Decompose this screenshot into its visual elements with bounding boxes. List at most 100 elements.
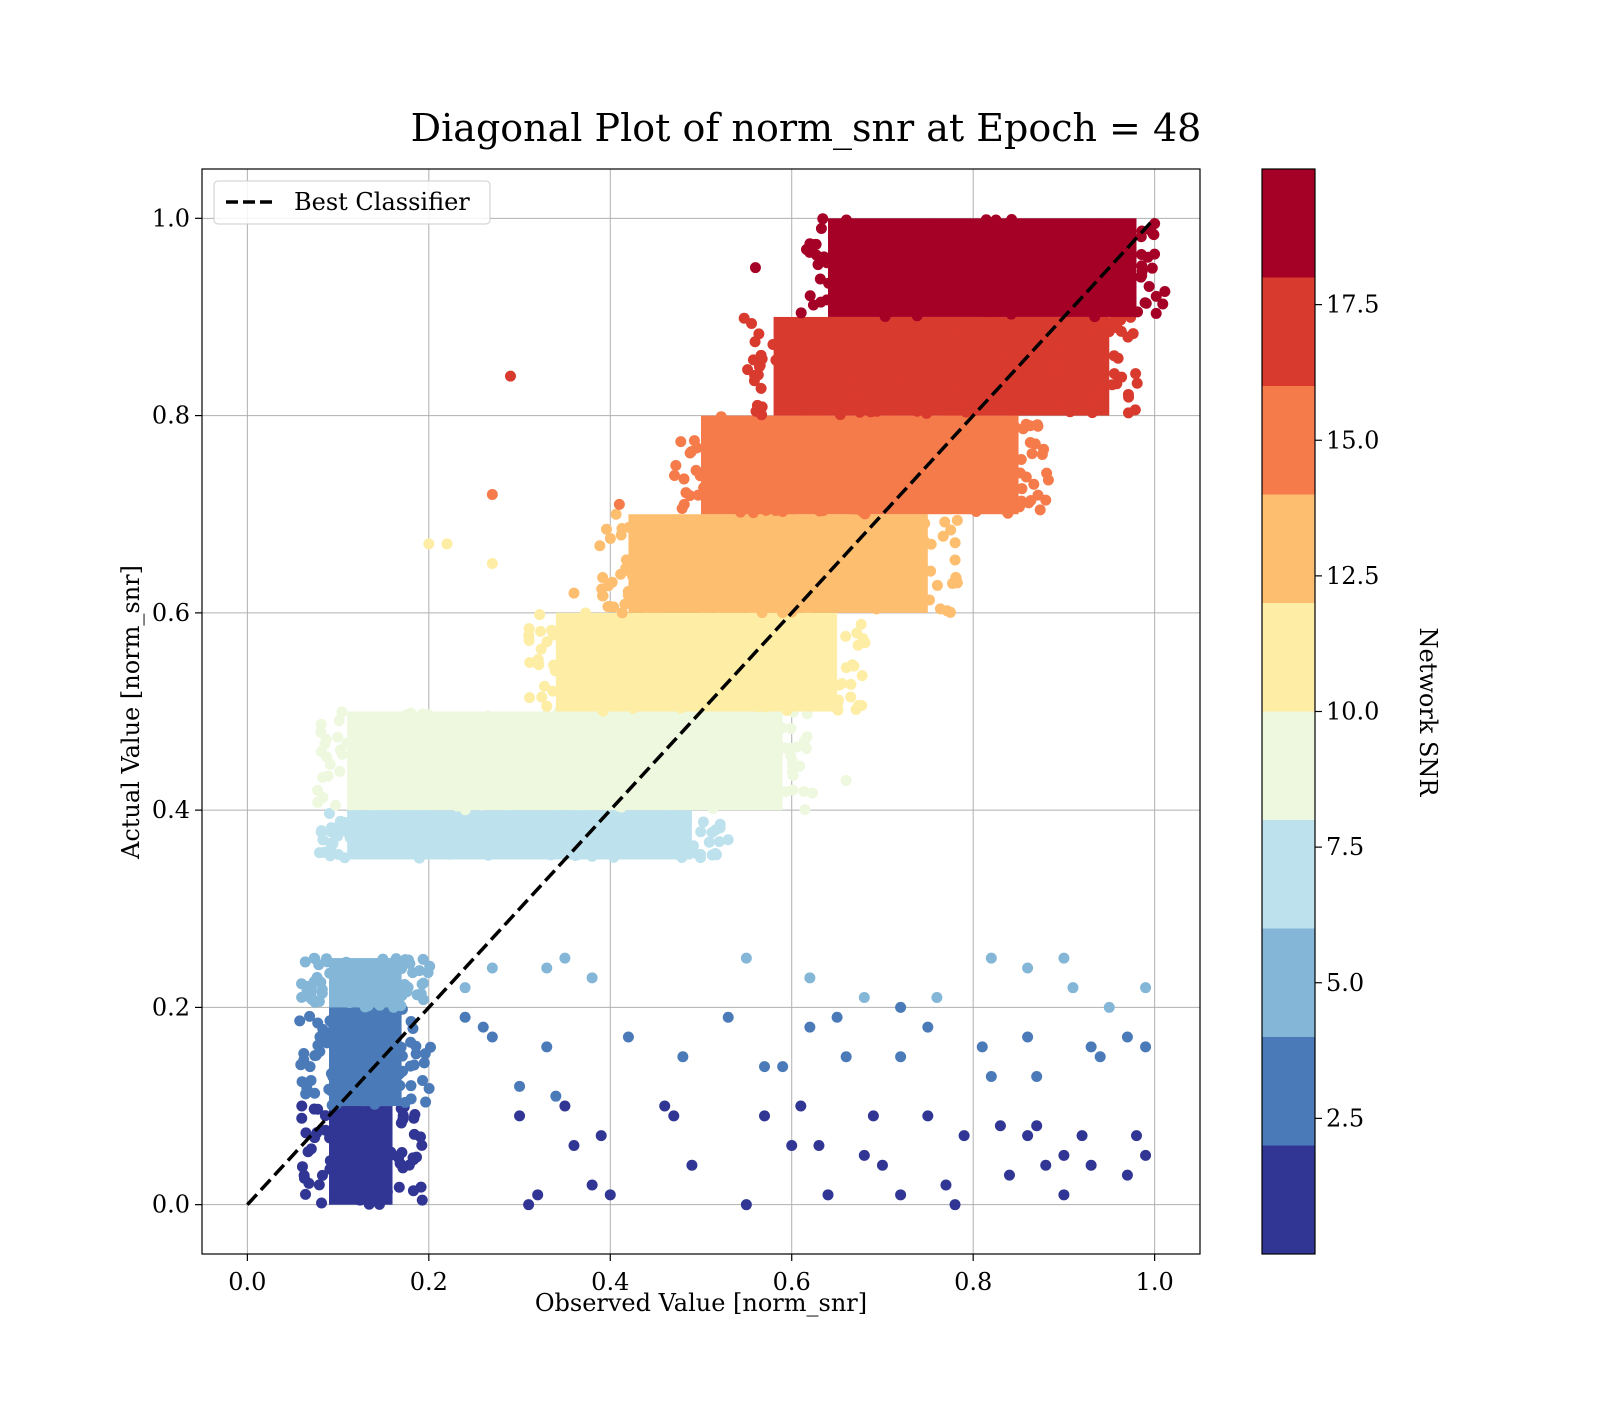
scatter-point [798, 785, 810, 797]
scatter-point [546, 624, 558, 636]
scatter-point [780, 336, 792, 348]
scatter-point [411, 989, 423, 1001]
scatter-point [746, 318, 758, 330]
scatter-point [541, 636, 553, 648]
scatter-point [1085, 1159, 1097, 1171]
legend-label: Best Classifier [294, 188, 470, 216]
scatter-point [354, 1194, 366, 1206]
scatter-point [708, 673, 720, 685]
scatter-point [931, 992, 943, 1004]
scatter-point [359, 1121, 371, 1133]
scatter-point [393, 788, 405, 800]
scatter-point [422, 709, 434, 721]
scatter-point [1065, 263, 1077, 275]
scatter-point [914, 279, 926, 291]
scatter-point [1005, 308, 1017, 320]
scatter-point [396, 962, 408, 974]
scatter-point [320, 953, 332, 965]
scatter-point [604, 533, 616, 545]
scatter-point [863, 493, 875, 505]
scatter-point [405, 1080, 417, 1092]
scatter-point [521, 793, 533, 805]
scatter-point [701, 517, 713, 529]
scatter-point [674, 844, 686, 856]
scatter-point [634, 753, 646, 765]
scatter-point [704, 645, 716, 657]
scatter-point [670, 460, 682, 472]
scatter-point [441, 538, 453, 550]
scatter-point [695, 848, 707, 860]
scatter-point [777, 491, 789, 503]
scatter-point [949, 537, 961, 549]
scatter-point [705, 663, 717, 675]
scatter-point [536, 691, 548, 703]
scatter-point [840, 492, 852, 504]
scatter-point [711, 849, 723, 861]
scatter-point [363, 990, 375, 1002]
scatter-point [588, 667, 600, 679]
scatter-point [315, 726, 327, 738]
scatter-point [448, 787, 460, 799]
scatter-point [459, 804, 471, 816]
scatter-point [976, 478, 988, 490]
scatter-point [795, 380, 807, 392]
scatter-point [600, 523, 612, 535]
scatter-point [296, 1112, 308, 1124]
scatter-point [339, 1049, 351, 1061]
scatter-point [895, 1189, 907, 1201]
colorbar-segment [1262, 603, 1315, 712]
scatter-point [837, 224, 849, 236]
scatter-point [733, 611, 745, 623]
scatter-point [1076, 346, 1088, 358]
scatter-point [821, 294, 833, 306]
scatter-point [486, 1031, 498, 1043]
scatter-point [409, 759, 421, 771]
scatter-point [807, 299, 819, 311]
plot-frame [201, 168, 1201, 1255]
scatter-point [339, 852, 351, 864]
scatter-point [542, 822, 554, 834]
scatter-point [965, 275, 977, 287]
scatter-point [361, 1094, 373, 1106]
scatter-point [733, 673, 745, 685]
scatter-point [764, 642, 776, 654]
scatter-point [994, 284, 1006, 296]
scatter-point [454, 830, 466, 842]
scatter-point [707, 802, 719, 814]
x-tick-label: 0.0 [228, 1268, 266, 1296]
scatter-point [1022, 1031, 1034, 1043]
scatter-point [850, 246, 862, 258]
scatter-point [447, 727, 459, 739]
scatter-point [668, 682, 680, 694]
scatter-point [938, 422, 950, 434]
scatter-point [1028, 218, 1040, 230]
scatter-point [977, 453, 989, 465]
scatter-point [722, 834, 734, 846]
y-tick-label: 0.0 [152, 1191, 190, 1219]
scatter-point [1049, 338, 1061, 350]
scatter-point [926, 380, 938, 392]
scatter-point [395, 726, 407, 738]
scatter-point [367, 973, 379, 985]
scatter-point [441, 841, 453, 853]
scatter-point [678, 823, 690, 835]
scatter-point [568, 587, 580, 599]
scatter-point [644, 743, 656, 755]
scatter-point [1140, 982, 1152, 994]
scatter-point [529, 725, 541, 737]
scatter-point [673, 534, 685, 546]
scatter-point [869, 559, 881, 571]
scatter-point [943, 376, 955, 388]
scatter-point [818, 251, 830, 263]
scatter-point [660, 711, 672, 723]
scatter-point [414, 1131, 426, 1143]
scatter-point [722, 1011, 734, 1023]
scatter-point [922, 1110, 934, 1122]
scatter-point [912, 233, 924, 245]
scatter-point [999, 433, 1011, 445]
scatter-point [524, 656, 536, 668]
scatter-point [833, 679, 845, 691]
scatter-point [387, 970, 399, 982]
scatter-point [665, 809, 677, 821]
scatter-point [692, 489, 704, 501]
